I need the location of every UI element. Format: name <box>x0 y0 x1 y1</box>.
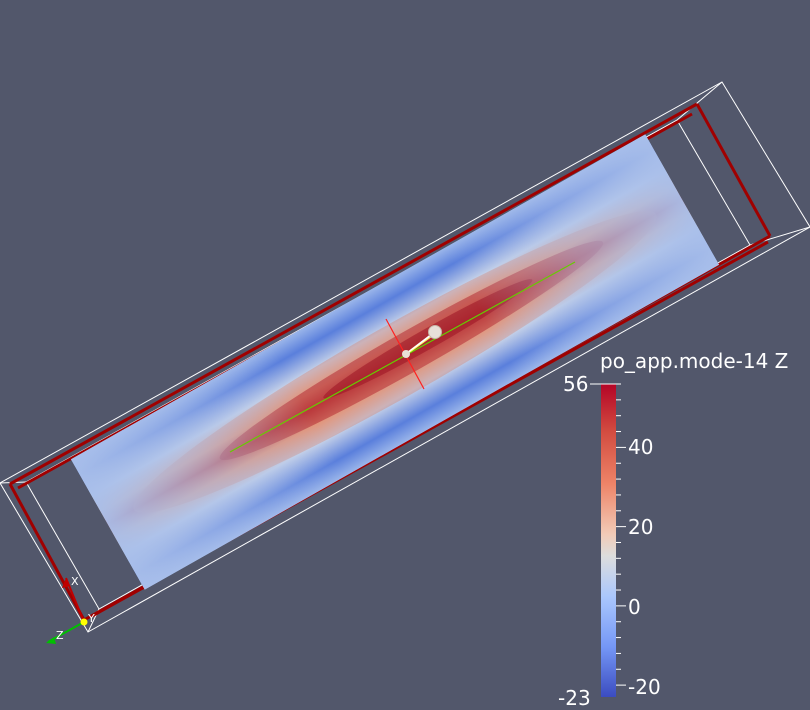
colorbar-max-label: 56 <box>563 372 589 396</box>
colorbar-tick-minus20: -20 <box>628 675 661 699</box>
colorbar-gradient <box>601 384 616 697</box>
colorbar-min-label: -23 <box>558 686 591 710</box>
axis-x-label: X <box>71 575 79 588</box>
colorbar-tick-0: 0 <box>628 595 641 619</box>
axis-y-label: Y <box>87 612 95 625</box>
plane-widget-handle[interactable] <box>402 325 442 359</box>
colorbar-tick-20: 20 <box>628 515 654 539</box>
colorbar-tick-40: 40 <box>628 435 654 459</box>
colorbar-title: po_app.mode-14 Z <box>600 349 789 373</box>
color-legend[interactable] <box>590 383 626 697</box>
orientation-axes: X Y Z <box>46 575 95 644</box>
axis-z-label: Z <box>56 629 64 642</box>
center-line <box>229 261 576 453</box>
colorbar-ticks <box>590 383 626 686</box>
